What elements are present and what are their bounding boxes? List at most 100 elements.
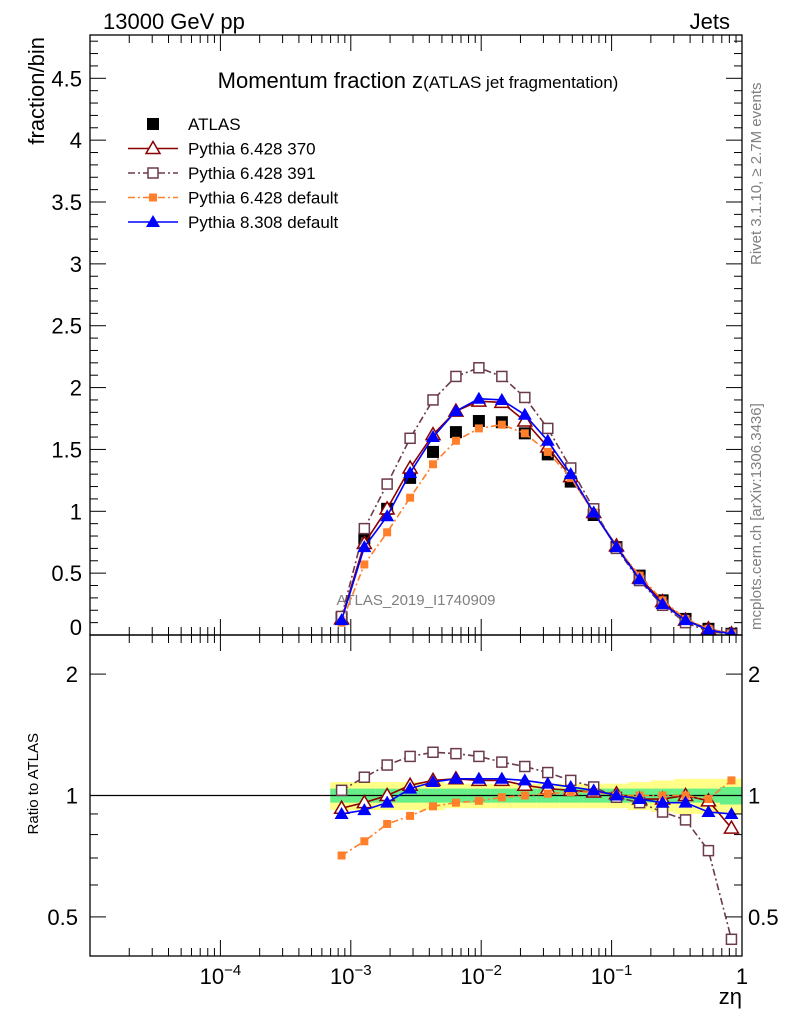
- ratio-panel: 0.5 0.5 1 1 2 2 10−4 10−3 10−2 10−1 1: [47, 634, 779, 989]
- data-point: [681, 791, 690, 800]
- data-point: [427, 746, 439, 759]
- data-point: [472, 414, 485, 427]
- x-tick-label: 10−2: [460, 962, 502, 989]
- data-point: [360, 560, 369, 569]
- legend-marker: [147, 118, 159, 130]
- ratio-series-pythia-6-428-391: [335, 746, 738, 946]
- legend-entry: Pythia 6.428 391: [128, 164, 316, 183]
- data-point: [427, 394, 439, 406]
- data-point: [566, 788, 575, 797]
- data-point: [678, 613, 693, 626]
- data-point: [380, 795, 395, 808]
- series-line: [341, 751, 733, 940]
- y-tick-label: 1: [66, 784, 78, 809]
- data-point: [540, 776, 555, 789]
- data-point: [519, 760, 531, 773]
- data-point: [358, 771, 371, 783]
- data-point: [609, 788, 624, 801]
- data-point: [609, 540, 624, 553]
- y-tick-label-right: 1: [748, 784, 760, 809]
- y-tick-label: 0: [70, 615, 82, 640]
- data-point: [496, 756, 508, 768]
- y-tick-label: 2: [66, 662, 78, 687]
- data-point: [381, 478, 393, 490]
- legend-entry: ATLAS: [147, 115, 241, 134]
- data-point: [494, 771, 509, 784]
- data-point: [474, 796, 483, 805]
- data-point: [429, 802, 438, 811]
- data-point: [494, 392, 509, 405]
- data-point: [404, 750, 416, 763]
- data-point: [473, 362, 485, 374]
- x-tick-label: 10−1: [591, 962, 633, 989]
- data-point: [632, 572, 647, 585]
- data-point: [516, 412, 534, 427]
- data-point: [704, 795, 713, 804]
- legend: ATLAS Pythia 6.428 370 Pythia 6.428 391 Pyt…: [128, 115, 339, 232]
- data-point: [497, 793, 506, 802]
- data-point: [380, 509, 395, 522]
- data-point: [471, 771, 486, 784]
- x-tick-label: 10−3: [330, 962, 372, 989]
- data-point: [451, 436, 460, 445]
- data-point: [381, 759, 393, 771]
- chart-title-sub: (ATLAS jet fragmentation): [423, 73, 618, 92]
- main-data: [333, 362, 738, 635]
- data-point: [586, 505, 601, 518]
- data-point: [723, 819, 740, 834]
- ratio-data: [90, 746, 742, 946]
- analysis-watermark: ATLAS_2019_I1740909: [336, 592, 495, 609]
- data-point: [473, 750, 485, 763]
- data-point: [563, 467, 578, 480]
- x-tick-label: 1: [736, 964, 748, 989]
- data-point: [517, 773, 532, 786]
- data-point: [406, 811, 415, 820]
- legend-entry: Pythia 6.428 370: [128, 140, 316, 159]
- data-point: [702, 844, 715, 857]
- header-right: Jets: [690, 9, 730, 34]
- legend-marker: [146, 215, 160, 227]
- data-point: [334, 613, 349, 626]
- data-point: [383, 819, 392, 828]
- y-tick-label: 0.5: [47, 905, 78, 930]
- y-tick-label: 0.5: [51, 561, 82, 586]
- data-point: [383, 528, 392, 537]
- data-point: [406, 493, 415, 502]
- y-tick-label-right: 2: [748, 662, 760, 687]
- data-point: [426, 430, 441, 443]
- data-point: [632, 792, 647, 805]
- data-point: [678, 795, 693, 808]
- data-point: [471, 391, 486, 404]
- legend-label: Pythia 6.428 391: [188, 164, 316, 183]
- data-point: [448, 404, 463, 417]
- data-point: [543, 789, 552, 798]
- legend-marker: [149, 193, 157, 202]
- mcplots-label: mcplots.cern.ch [arXiv:1306.3436]: [748, 403, 765, 630]
- data-point: [334, 806, 349, 819]
- y-tick-label: 2.5: [51, 314, 82, 339]
- y-tick-label: 4: [70, 128, 82, 153]
- data-point: [360, 837, 369, 846]
- data-point: [540, 433, 555, 446]
- rivet-label: Rivet 3.1.10, ≥ 2.7M events: [748, 83, 765, 266]
- data-point: [586, 783, 601, 796]
- legend-label: ATLAS: [188, 115, 241, 134]
- data-point: [519, 391, 531, 404]
- series-pythia-8-308-default: [334, 391, 737, 635]
- legend-entry: Pythia 6.428 default: [128, 189, 339, 208]
- data-point: [517, 407, 532, 420]
- data-point: [701, 805, 716, 818]
- data-point: [449, 426, 462, 439]
- legend-entry: Pythia 8.308 default: [128, 213, 339, 232]
- chart-title: Momentum fraction z(ATLAS jet fragmentat…: [218, 68, 619, 93]
- y-tick-label: 3.5: [51, 190, 82, 215]
- data-point: [563, 779, 578, 792]
- y-tick-label: 3: [70, 252, 82, 277]
- data-point: [520, 791, 529, 800]
- y-tick-label: 2: [70, 376, 82, 401]
- data-point: [724, 806, 739, 819]
- data-point: [450, 370, 462, 383]
- ratio-series-pythia-8-308-default: [334, 771, 739, 819]
- header-left: 13000 GeV pp: [103, 9, 245, 34]
